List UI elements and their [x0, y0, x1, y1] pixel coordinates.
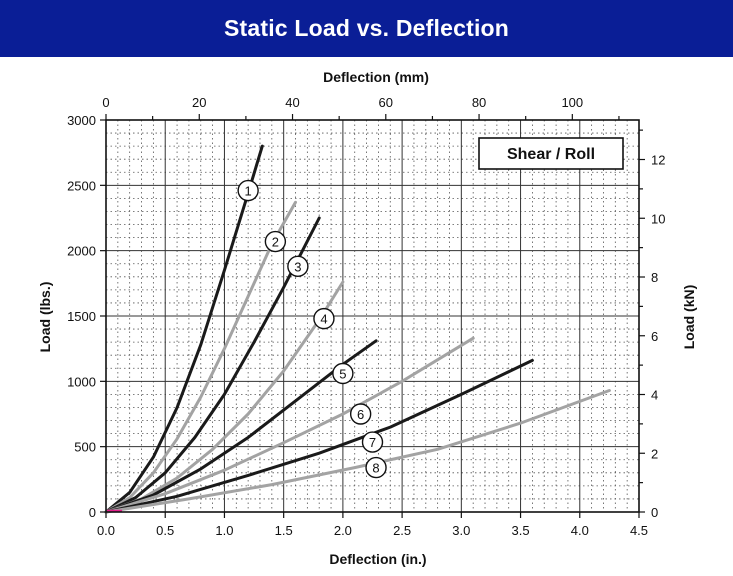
series-line-3	[104, 216, 321, 514]
y-tick-label: 2500	[67, 178, 96, 193]
series-callout-label: 8	[372, 461, 379, 476]
series-line-2	[104, 200, 297, 514]
y-tick-label: 1000	[67, 374, 96, 389]
y2-tick-label: 0	[651, 505, 658, 520]
series-line-4	[104, 280, 345, 514]
y2-tick-label: 12	[651, 153, 665, 168]
series-line-6	[104, 336, 475, 514]
x2-tick-label: 0	[102, 95, 109, 110]
series-callout-circle	[361, 431, 384, 453]
series-callout-circle	[237, 179, 259, 202]
series-callout-circle	[313, 307, 335, 330]
y-tick-label: 3000	[67, 113, 96, 128]
x-tick-label: 1.5	[275, 523, 293, 538]
y-tick-label: 1500	[67, 309, 96, 324]
legend-label: Shear / Roll	[507, 146, 595, 163]
x2-tick-label: 100	[561, 95, 583, 110]
series-callout-circle	[287, 255, 309, 278]
x-tick-label: 0.5	[156, 523, 174, 538]
x-tick-label: 4.0	[571, 523, 589, 538]
y-tick-label: 500	[74, 440, 96, 455]
series-callout-label: 5	[339, 366, 346, 381]
x-tick-label: 2.5	[393, 523, 411, 538]
y-tick-label: 2000	[67, 244, 96, 259]
series-callout-label: 3	[294, 259, 301, 274]
y2-tick-label: 8	[651, 270, 658, 285]
x-tick-label: 1.0	[215, 523, 233, 538]
grid	[106, 120, 639, 512]
series-callout-label: 2	[272, 235, 279, 250]
title-banner: Static Load vs. Deflection	[0, 0, 733, 57]
x-tick-label: 3.5	[512, 523, 530, 538]
series-callout-label: 1	[245, 184, 252, 199]
y2-tick-label: 6	[651, 329, 658, 344]
series-callout-label: 6	[357, 407, 364, 422]
series-callout-circle	[365, 456, 387, 479]
series-callout-label: 4	[320, 312, 327, 327]
legend-box: Shear / Roll	[478, 137, 624, 170]
x-tick-label: 0.0	[97, 523, 115, 538]
y2-axis-title: Load (kN)	[681, 285, 697, 350]
x2-tick-label: 20	[192, 95, 206, 110]
series-callout-circle	[264, 230, 287, 253]
y-axis-title: Load (lbs.)	[37, 282, 53, 353]
chart-title: Static Load vs. Deflection	[223, 15, 510, 41]
series-line-7	[104, 358, 534, 514]
x-tick-label: 4.5	[630, 523, 648, 538]
series-callout-label: 7	[369, 435, 376, 450]
series-line-1	[104, 144, 264, 514]
x-axis-title: Deflection (in.)	[329, 551, 426, 567]
series-callout-circle	[332, 362, 354, 385]
series-group	[104, 144, 611, 514]
series-callout-circle	[349, 403, 372, 425]
x2-tick-label: 80	[472, 95, 486, 110]
x-tick-label: 3.0	[452, 523, 470, 538]
series-line-8	[104, 389, 611, 514]
x2-tick-label: 40	[285, 95, 299, 110]
y-tick-label: 0	[89, 505, 96, 520]
y2-tick-label: 2	[651, 446, 658, 461]
y2-tick-label: 4	[651, 388, 658, 403]
y2-tick-label: 10	[651, 211, 665, 226]
x2-axis-title: Deflection (mm)	[323, 69, 429, 85]
x-tick-label: 2.0	[334, 523, 352, 538]
x2-tick-label: 60	[379, 95, 393, 110]
axes: 0.0 0.5 1.0 1.5 2.0 2.5 3.0 3.5 4.0 4.50500100015…	[67, 95, 665, 538]
